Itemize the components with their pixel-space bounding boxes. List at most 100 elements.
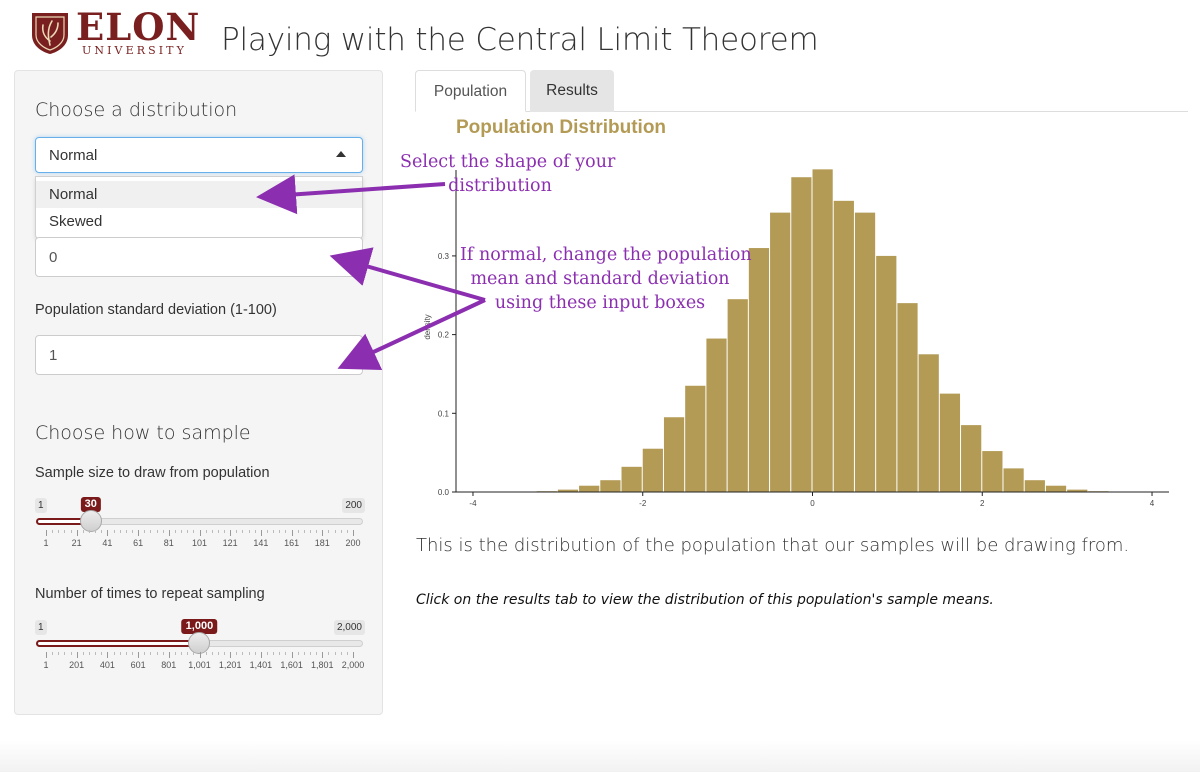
slider-grid-minor-tick	[211, 530, 213, 533]
slider-grid-label: 1,601	[280, 660, 303, 670]
slider-value-label: 30	[80, 497, 101, 512]
slider-grid-minor-tick	[205, 530, 207, 533]
slider-grid-tick	[322, 530, 324, 536]
slider-grid-minor-tick	[131, 530, 133, 533]
repeats-slider[interactable]: 1 2,000 1,000 1 201 401 601 801 1,001 1,201 1,4…	[35, 619, 365, 690]
slider-grid-label: 181	[314, 538, 330, 548]
population-mean-input[interactable]: 0	[35, 237, 363, 277]
histogram-bar	[812, 169, 833, 492]
slider-grid-minor-tick	[242, 530, 244, 533]
slider-grid-tick	[322, 652, 324, 658]
slider-grid-minor-tick	[340, 530, 342, 533]
slider-grid-minor-tick	[193, 530, 195, 533]
slider-grid-minor-tick	[273, 652, 275, 655]
slider-grid-minor-tick	[113, 652, 115, 655]
slider-grid-minor-tick	[95, 652, 97, 655]
slider-grid-tick	[199, 652, 201, 658]
histogram-bar	[663, 417, 685, 492]
slider-grid-minor-tick	[248, 652, 250, 655]
slider-grid-minor-tick	[211, 652, 213, 655]
slider-grid-minor-tick	[88, 652, 90, 655]
sample-heading: Choose how to sample	[35, 422, 251, 444]
y-tick-label: 0.0	[438, 488, 450, 497]
slider-handle[interactable]	[79, 510, 102, 532]
slider-grid-minor-tick	[64, 652, 66, 655]
slider-grid-label: 81	[163, 538, 174, 548]
y-tick-label: 0.3	[438, 252, 450, 261]
slider-grid-label: 601	[130, 660, 146, 670]
histogram-bar	[876, 255, 897, 492]
histogram-bar	[600, 480, 621, 492]
dropdown-option-skewed[interactable]: Skewed	[49, 213, 103, 230]
slider-grid-minor-tick	[297, 652, 299, 655]
slider-grid-minor-tick	[181, 530, 183, 533]
inputs-hint-line3: using these input boxes	[494, 293, 706, 313]
slider-grid-minor-tick	[279, 652, 281, 655]
slider-grid-minor-tick	[70, 652, 72, 655]
slider-grid-tick	[230, 530, 232, 536]
distribution-select-value: Normal	[49, 147, 98, 164]
slider-grid-minor-tick	[150, 652, 152, 655]
population-sd-input[interactable]: 1	[35, 335, 363, 375]
slider-grid-label: 1,001	[188, 660, 211, 670]
population-histogram: Population Distribution density -4 -2 0 2 4 0…	[423, 117, 1169, 508]
slider-grid-minor-tick	[224, 652, 226, 655]
sample-size-label: Sample size to draw from population	[35, 465, 270, 481]
slider-grid-minor-tick	[285, 652, 287, 655]
slider-grid-minor-tick	[174, 530, 176, 533]
slider-grid-minor-tick	[328, 530, 330, 533]
slider-grid-minor-tick	[52, 652, 54, 655]
slider-grid-minor-tick	[205, 652, 207, 655]
histogram-bar	[621, 466, 642, 492]
slider-grid-label: 21	[71, 538, 82, 548]
slider-grid-tick	[46, 530, 47, 536]
page-footer-band	[0, 740, 1200, 772]
slider-handle[interactable]	[188, 632, 211, 654]
slider-grid-minor-tick	[279, 530, 281, 533]
inputs-hint-annotation: If normal, change the population mean an…	[460, 243, 752, 315]
slider-grid-tick	[46, 652, 47, 658]
inputs-hint-line1: If normal, change the population	[460, 245, 752, 265]
results-tab-note: Click on the results tab to view the dis…	[416, 592, 994, 608]
repeats-label: Number of times to repeat sampling	[35, 586, 265, 602]
slider-grid-tick	[76, 530, 78, 536]
histogram-bar	[727, 299, 748, 492]
y-tick-label: 0.2	[438, 331, 450, 340]
slider-grid-tick	[230, 652, 232, 658]
population-sd-value: 1	[49, 347, 58, 364]
x-tick-label: 0	[810, 499, 815, 508]
slider-grid-label: 101	[191, 538, 208, 548]
slider-grid-tick	[291, 530, 293, 536]
slider-grid-minor-tick	[248, 530, 250, 533]
y-tick-label: 0.1	[438, 409, 450, 418]
slider-grid-minor-tick	[217, 530, 219, 533]
slider-grid-minor-tick	[156, 652, 158, 655]
histogram-bar	[1003, 468, 1024, 492]
tabs-baseline	[415, 111, 1188, 112]
tab-results[interactable]: Results	[530, 70, 614, 112]
tab-population[interactable]: Population	[415, 70, 526, 112]
sample-size-slider[interactable]: 1 200 30 1 21 41 61 81 101 121 141 161 181 200	[35, 497, 365, 568]
slider-grid-minor-tick	[303, 530, 305, 533]
histogram-bar	[685, 385, 706, 492]
histogram-bar	[557, 489, 579, 492]
slider-max-label: 2,000	[333, 620, 365, 635]
slider-grid-minor-tick	[88, 530, 90, 533]
slider-grid-tick	[353, 530, 354, 536]
histogram-bar	[961, 425, 982, 492]
histogram-bar	[939, 393, 961, 492]
slider-grid-minor-tick	[310, 530, 312, 533]
slider-grid-minor-tick	[316, 530, 318, 533]
slider-grid-minor-tick	[328, 652, 330, 655]
select-hint-line1: Select the shape of your	[400, 152, 616, 172]
select-hint-annotation: Select the shape of your distribution	[400, 150, 616, 198]
dropdown-option-normal[interactable]: Normal	[36, 181, 362, 208]
slider-grid-minor-tick	[101, 652, 103, 655]
slider-grid-minor-tick	[187, 530, 189, 533]
slider-grid-minor-tick	[144, 530, 146, 533]
histogram-bar	[579, 485, 600, 492]
slider-grid-minor-tick	[193, 652, 195, 655]
histogram-bar	[748, 248, 770, 492]
distribution-select[interactable]: Normal	[35, 137, 363, 173]
slider-grid-minor-tick	[95, 530, 97, 533]
